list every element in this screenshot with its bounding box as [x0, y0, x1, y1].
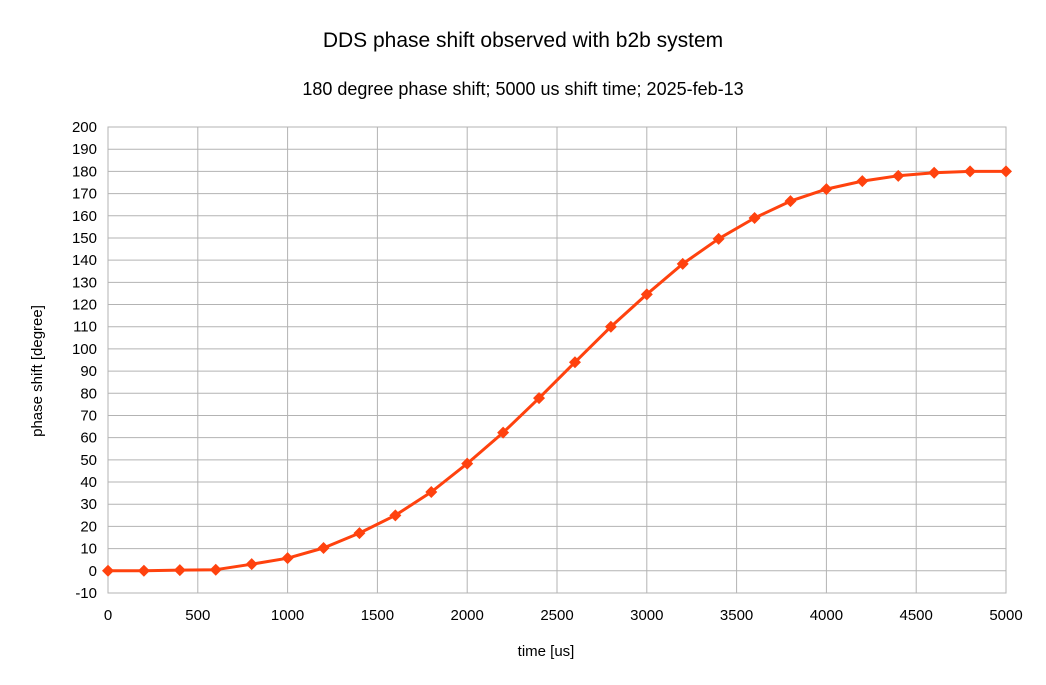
y-tick-label: 20 — [80, 518, 97, 535]
data-point — [568, 356, 581, 369]
chart-subtitle: 180 degree phase shift; 5000 us shift ti… — [302, 79, 743, 99]
y-tick-label: 90 — [80, 363, 97, 380]
data-point — [497, 426, 510, 439]
data-point — [604, 320, 617, 333]
y-tick-label: 200 — [72, 119, 97, 136]
y-tick-label: 80 — [80, 385, 97, 402]
x-tick-label: 2500 — [540, 607, 573, 624]
data-point — [353, 527, 366, 540]
y-tick-label: 40 — [80, 474, 97, 491]
y-tick-label: 160 — [72, 208, 97, 225]
data-point — [281, 552, 294, 565]
y-tick-label: 120 — [72, 297, 97, 314]
y-tick-label: 100 — [72, 341, 97, 358]
x-tick-label: 3000 — [630, 607, 663, 624]
x-tick-label: 1000 — [271, 607, 304, 624]
x-tick-label: 3500 — [720, 607, 753, 624]
plot-frame — [107, 126, 1007, 594]
data-point — [640, 288, 653, 301]
x-tick-label: 0 — [104, 607, 112, 624]
x-tick-label: 1500 — [361, 607, 394, 624]
y-tick-label: 130 — [72, 274, 97, 291]
y-tick-label: 70 — [80, 407, 97, 424]
x-axis-label: time [us] — [518, 643, 575, 660]
y-tick-label: 180 — [72, 163, 97, 180]
data-point — [102, 564, 114, 577]
data-point — [892, 169, 905, 182]
y-tick-label: 30 — [80, 496, 97, 513]
x-tick-label: 2000 — [451, 607, 484, 624]
data-point — [209, 563, 222, 576]
data-point — [173, 564, 186, 577]
data-point — [712, 232, 725, 245]
tick-labels: -10 0 10 20 30 40 50 60 70 80 90 100 110 120 130 140 150… — [72, 119, 1023, 624]
y-tick-label: 60 — [80, 430, 97, 447]
series-layer — [102, 165, 1012, 577]
data-point — [820, 183, 833, 196]
y-tick-label: 10 — [80, 541, 97, 558]
y-tick-label: 190 — [72, 141, 97, 158]
data-point — [676, 257, 689, 270]
x-tick-label: 4500 — [900, 607, 933, 624]
data-point — [317, 541, 330, 554]
data-point — [964, 165, 977, 178]
x-tick-label: 5000 — [989, 607, 1022, 624]
y-axis-label: phase shift [degree] — [29, 305, 46, 437]
y-tick-label: 150 — [72, 230, 97, 247]
chart-title: DDS phase shift observed with b2b system — [323, 29, 723, 52]
data-point — [389, 509, 402, 522]
y-tick-label: 50 — [80, 452, 97, 469]
data-point — [461, 457, 474, 470]
x-tick-label: 4000 — [810, 607, 843, 624]
x-tick-label: 500 — [185, 607, 210, 624]
data-point — [1000, 165, 1012, 178]
y-tick-label: -10 — [75, 585, 97, 602]
grid — [107, 126, 1007, 594]
data-point — [533, 392, 546, 405]
data-point — [425, 486, 438, 499]
data-point — [928, 166, 941, 179]
y-tick-label: 140 — [72, 252, 97, 269]
data-point — [748, 211, 761, 224]
data-point — [784, 195, 797, 208]
y-tick-label: 110 — [73, 319, 97, 336]
data-point — [245, 558, 258, 571]
data-point — [856, 175, 869, 188]
series-line — [108, 169, 1006, 573]
data-point — [137, 564, 150, 577]
y-tick-label: 170 — [72, 186, 97, 203]
y-tick-label: 0 — [89, 563, 97, 580]
